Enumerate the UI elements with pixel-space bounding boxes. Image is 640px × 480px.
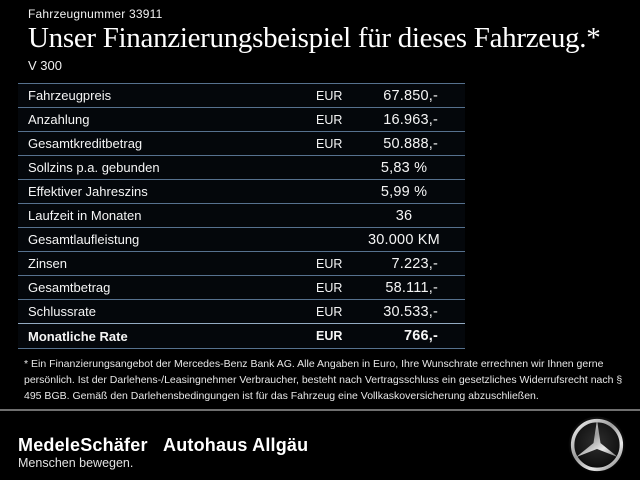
row-value-cell: 30.000 KM bbox=[330, 232, 465, 248]
page-header: Fahrzeugnummer 33911 Unser Finanzierungs… bbox=[28, 7, 630, 73]
currency-label: EUR bbox=[316, 256, 343, 271]
page-title: Unser Finanzierungsbeispiel für dieses F… bbox=[28, 22, 601, 54]
row-value-cell: EUR 766,- bbox=[316, 328, 465, 344]
row-label: Anzahlung bbox=[28, 112, 90, 127]
row-label: Monatliche Rate bbox=[28, 328, 128, 344]
table-row: Fahrzeugpreis EUR 67.850,- bbox=[18, 84, 465, 108]
table-row: Gesamtbetrag EUR 58.111,- bbox=[18, 276, 465, 300]
row-value: 766,- bbox=[403, 328, 438, 344]
legal-footnote: * Ein Finanzierungsangebot der Mercedes-… bbox=[24, 358, 623, 402]
table-row: Gesamtlaufleistung 30.000 KM bbox=[18, 228, 465, 252]
row-value-cell: 36 bbox=[330, 208, 465, 224]
currency-label: EUR bbox=[316, 280, 343, 295]
mercedes-star-icon bbox=[568, 416, 626, 474]
row-value-cell: EUR 50.888,- bbox=[316, 136, 465, 152]
row-value: 36 bbox=[395, 207, 413, 224]
table-row: Schlussrate EUR 30.533,- bbox=[18, 300, 465, 324]
table-row: Effektiver Jahreszins 5,99 % bbox=[18, 180, 465, 204]
footer-bar: MedeleSchäfer Autohaus Allgäu Menschen b… bbox=[0, 409, 640, 480]
row-value: 58.111,- bbox=[385, 279, 438, 296]
row-label: Gesamtbetrag bbox=[28, 280, 111, 295]
row-value-cell: 5,99 % bbox=[330, 184, 465, 200]
table-row: Monatliche Rate EUR 766,- bbox=[18, 323, 465, 349]
row-value-cell: EUR 67.850,- bbox=[316, 88, 465, 104]
currency-label: EUR bbox=[316, 329, 343, 343]
row-value-cell: EUR 16.963,- bbox=[316, 112, 465, 128]
row-label: Fahrzeugpreis bbox=[28, 88, 112, 103]
row-value-cell: EUR 58.111,- bbox=[316, 280, 465, 296]
vehicle-number: Fahrzeugnummer 33911 bbox=[28, 7, 163, 21]
row-value-cell: EUR 7.223,- bbox=[316, 256, 465, 272]
row-value: 16.963,- bbox=[383, 111, 438, 128]
currency-label: EUR bbox=[316, 136, 343, 151]
table-row: Zinsen EUR 7.223,- bbox=[18, 252, 465, 276]
row-label: Zinsen bbox=[28, 256, 68, 271]
row-label: Laufzeit in Monaten bbox=[28, 208, 142, 223]
table-row: Gesamtkreditbetrag EUR 50.888,- bbox=[18, 132, 465, 156]
row-value-cell: EUR 30.533,- bbox=[316, 304, 465, 320]
currency-label: EUR bbox=[316, 304, 343, 319]
currency-label: EUR bbox=[316, 112, 343, 127]
row-label: Sollzins p.a. gebunden bbox=[28, 160, 160, 175]
dealer-tagline: Menschen bewegen. bbox=[18, 456, 134, 470]
row-value: 30.533,- bbox=[383, 303, 438, 320]
finance-table: Fahrzeugpreis EUR 67.850,- Anzahlung EUR 16.9… bbox=[18, 83, 465, 349]
row-value: 7.223,- bbox=[391, 255, 438, 272]
row-label: Gesamtlaufleistung bbox=[28, 232, 140, 247]
currency-label: EUR bbox=[316, 88, 343, 103]
row-value-cell: 5,83 % bbox=[330, 160, 465, 176]
table-row: Anzahlung EUR 16.963,- bbox=[18, 108, 465, 132]
table-row: Sollzins p.a. gebunden 5,83 % bbox=[18, 156, 465, 180]
row-label: Gesamtkreditbetrag bbox=[28, 136, 143, 151]
row-value: 5,83 % bbox=[380, 159, 428, 176]
row-label: Effektiver Jahreszins bbox=[28, 184, 148, 199]
row-value: 50.888,- bbox=[383, 135, 438, 152]
table-row: Laufzeit in Monaten 36 bbox=[18, 204, 465, 228]
dealer-logo-text: MedeleSchäfer bbox=[18, 435, 148, 455]
dealer-secondary-logo-text: Autohaus Allgäu bbox=[163, 435, 309, 455]
row-label: Schlussrate bbox=[28, 304, 96, 319]
vehicle-model: V 300 bbox=[28, 58, 62, 73]
row-value: 5,99 % bbox=[380, 183, 428, 200]
row-value: 67.850,- bbox=[383, 87, 438, 104]
row-value: 30.000 KM bbox=[368, 231, 440, 248]
